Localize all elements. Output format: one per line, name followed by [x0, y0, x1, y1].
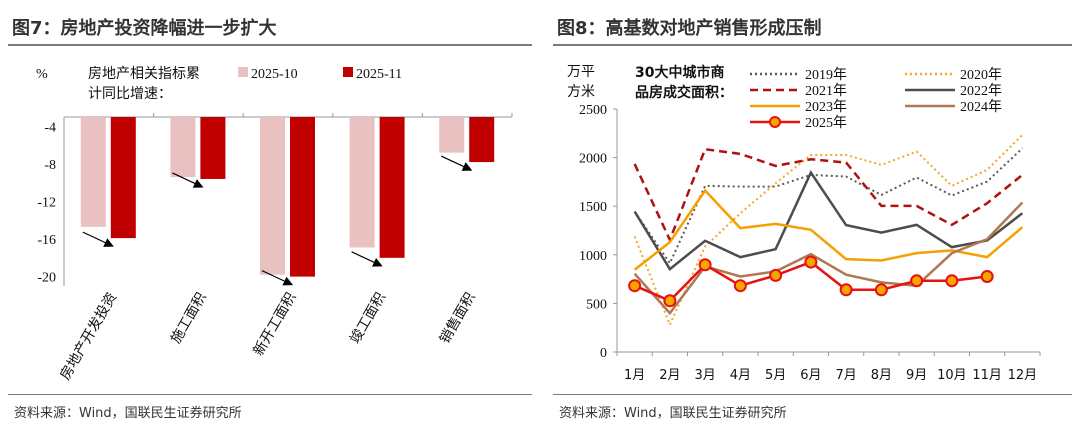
category-label: 房地产开发投资 — [57, 290, 120, 383]
y-axis-unit: 万平方米 — [567, 64, 595, 100]
y-tick-label: 500 — [586, 297, 607, 312]
y-tick-label: 0 — [600, 346, 607, 361]
bar-2025-10 — [349, 117, 375, 248]
bar-2025-11 — [290, 117, 315, 277]
x-tick-label: 8月 — [871, 368, 892, 383]
y-tick-label: 2000 — [579, 152, 607, 167]
source-note: 资料来源：Wind，国联民生证券研究所 — [559, 406, 787, 421]
bar-2025-10 — [170, 117, 196, 178]
bar-2025-11 — [110, 117, 136, 239]
y-tick-label: 1000 — [579, 249, 607, 264]
x-tick-label: 10月 — [937, 368, 967, 383]
data-point-2025年 — [628, 279, 642, 293]
legend-marker — [769, 116, 781, 128]
legend-label: 2019年 — [805, 67, 847, 83]
data-point-2025年 — [663, 294, 677, 308]
legend-label: 2025-10 — [251, 67, 298, 82]
series-line-2023年 — [633, 188, 1024, 271]
data-point-2025年 — [945, 274, 959, 288]
divider — [553, 44, 1072, 46]
legend-label: 2024年 — [960, 99, 1002, 115]
data-point-2025年 — [804, 255, 818, 269]
series-line-2020年 — [633, 134, 1024, 328]
data-point-2025年 — [733, 279, 747, 293]
legend-title: 计同比增速： — [88, 86, 172, 102]
legend-swatch — [238, 67, 248, 77]
trend-arrow — [440, 155, 473, 171]
y-tick-label: -16 — [37, 233, 56, 248]
y-axis-unit: % — [36, 67, 48, 82]
left-panel: 图7：房地产投资降幅进一步扩大 -4 -8 -12 -16 -20% 房地产相关指标累 计同… — [8, 18, 532, 421]
category-label: 销售面积 — [437, 290, 479, 346]
legend-label: 2025年 — [805, 115, 847, 131]
trend-arrow — [172, 172, 204, 188]
category-label: 竣工面积 — [347, 290, 389, 346]
data-point-2025年 — [839, 283, 853, 297]
legend-label: 2022年 — [960, 83, 1002, 99]
x-tick-label: 7月 — [835, 368, 856, 383]
data-point-2025年 — [874, 283, 888, 297]
y-tick-label: -12 — [37, 196, 56, 211]
data-point-2025年 — [769, 268, 783, 282]
figure-title: 图7：房地产投资降幅进一步扩大 — [12, 18, 277, 39]
bar-2025-10 — [260, 117, 285, 275]
source-note: 资料来源：Wind，国联民生证券研究所 — [14, 406, 242, 421]
data-point-2025年 — [910, 274, 924, 288]
divider — [553, 394, 1072, 395]
x-tick-label: 6月 — [800, 368, 821, 383]
y-tick-label: -20 — [37, 271, 56, 286]
x-tick-label: 3月 — [694, 368, 715, 383]
data-point-2025年 — [698, 258, 712, 272]
legend-title: 品房成交面积： — [635, 84, 733, 101]
data-point-2025年 — [980, 269, 994, 283]
legend-label: 2020年 — [960, 67, 1002, 83]
series-line-2021年 — [633, 147, 1024, 244]
divider — [8, 394, 532, 395]
category-label: 施工面积 — [168, 290, 210, 346]
legend-title: 房地产相关指标累 — [88, 66, 200, 82]
trend-arrow — [351, 251, 383, 267]
bar-2025-10 — [80, 117, 106, 227]
x-tick-label: 12月 — [1008, 368, 1038, 383]
series-line-2019年 — [633, 147, 1024, 266]
y-tick-label: -8 — [44, 158, 56, 173]
y-tick-label: 2500 — [579, 103, 607, 118]
legend-label: 2021年 — [805, 83, 847, 99]
bar-2025-10 — [439, 117, 465, 153]
figure-title: 图8：高基数对地产销售形成压制 — [557, 18, 822, 39]
series-line-2024年 — [633, 201, 1024, 316]
right-panel: 图8：高基数对地产销售形成压制 0 500 1000 1500 2000 2500 1月 2月… — [545, 0, 1080, 434]
trend-arrow — [82, 231, 114, 247]
y-tick-label: 1500 — [579, 200, 607, 215]
divider — [8, 44, 532, 46]
bar-2025-11 — [469, 117, 495, 163]
legend-label: 2023年 — [805, 99, 847, 115]
trend-arrow — [261, 270, 294, 286]
x-tick-label: 1月 — [624, 368, 645, 383]
legend-swatch — [343, 67, 353, 77]
category-label: 新开工面积 — [251, 290, 300, 359]
bar-2025-11 — [200, 117, 226, 179]
legend-label: 2025-11 — [356, 67, 402, 82]
x-tick-label: 4月 — [730, 368, 751, 383]
series-line-2022年 — [633, 170, 1024, 271]
x-tick-label: 5月 — [765, 368, 786, 383]
legend-title: 30大中城市商 — [635, 64, 724, 81]
bar-2025-11 — [379, 117, 405, 258]
x-tick-label: 9月 — [906, 368, 927, 383]
y-tick-label: -4 — [44, 120, 56, 135]
x-tick-label: 2月 — [659, 368, 680, 383]
x-tick-label: 11月 — [972, 368, 1002, 383]
line-chart: 0 500 1000 1500 2000 2500 1月 2月 3月 4月 5月 6月 7月 8月 9月 10… — [579, 64, 1041, 383]
